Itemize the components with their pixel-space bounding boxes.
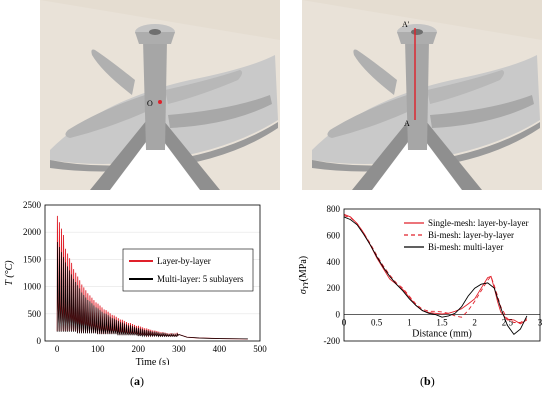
y-axis-label: σYY(MPa) [298,256,310,294]
series-line-2 [343,216,528,336]
x-tick-label: 100 [91,344,105,354]
y-axis-label: T (°C) [4,260,15,286]
x-tick-label: 500 [253,344,267,354]
x-tick-label: 300 [172,344,186,354]
legend: Single-mesh: layer-by-layer Bi-mesh: lay… [404,218,529,252]
x-tick-label: 2 [472,318,477,328]
legend-label-single-mesh: Single-mesh: layer-by-layer [428,218,529,228]
y-tick-label: 2500 [23,200,42,210]
y-tick-label: 500 [28,309,42,319]
render-layer-by-layer-part: O [40,0,280,190]
y-tick-label: 200 [327,283,341,293]
x-tick-label: 0 [55,344,60,354]
legend-box [122,248,254,292]
render-multi-layer-part: A' A [302,0,542,190]
legend-label-layer-by-layer: Layer-by-layer [157,256,211,266]
x-tick-label: 1.5 [436,318,448,328]
point-o-label: O [147,99,153,108]
point-o-marker [158,100,162,104]
plot-frame [44,204,261,342]
x-tick-label: 0.5 [371,318,383,328]
y-tick-label: 2000 [23,227,42,237]
y-tick-label: 1000 [23,282,42,292]
point-a-label: A [404,119,410,128]
y-tick-label: 0 [336,310,341,320]
series-line-multi-layer [56,241,248,340]
legend-label-bi-mesh-layer: Bi-mesh: layer-by-layer [428,230,514,240]
series-lines [343,213,528,336]
y-tick-labels: -200 0 200 400 600 800 [324,204,341,346]
series-line-1 [343,215,528,323]
x-axis-label: Distance (mm) [412,329,472,340]
y-tick-label: -200 [324,336,341,346]
panel-label-b: (b) [420,374,435,388]
plot-frame [343,208,541,342]
legend-label-bi-mesh-multi: Bi-mesh: multi-layer [428,242,503,252]
y-tick-label: 600 [327,230,341,240]
shaft [405,40,429,150]
x-tick-label: 1 [407,318,412,328]
series-lines [56,215,248,340]
legend-label-multi-layer: Multi-layer: 5 sublayers [157,274,244,284]
x-axis-label: Time (s) [136,357,170,365]
x-tick-labels: 0 0.5 1 1.5 2 2.5 3 [342,318,543,328]
chart-temperature: 0 500 1000 1500 2000 2500 0 100 200 300 400 500 Ti… [4,200,267,365]
legend: Layer-by-layer Multi-layer: 5 sublayers [122,248,254,292]
y-tick-label: 0 [37,336,42,346]
panel-label-a: (a) [130,374,144,388]
y-tick-label: 1500 [23,254,42,264]
shaft [143,40,167,150]
point-a-prime-label: A' [402,20,410,29]
y-tick-label: 800 [327,204,341,214]
x-tick-labels: 0 100 200 300 400 500 [55,344,267,354]
series-line-0 [343,213,528,325]
x-tick-label: 2.5 [502,318,514,328]
x-tick-label: 400 [213,344,227,354]
x-tick-label: 200 [132,344,146,354]
y-tick-labels: 0 500 1000 1500 2000 2500 [23,200,42,346]
y-tick-label: 400 [327,257,341,267]
